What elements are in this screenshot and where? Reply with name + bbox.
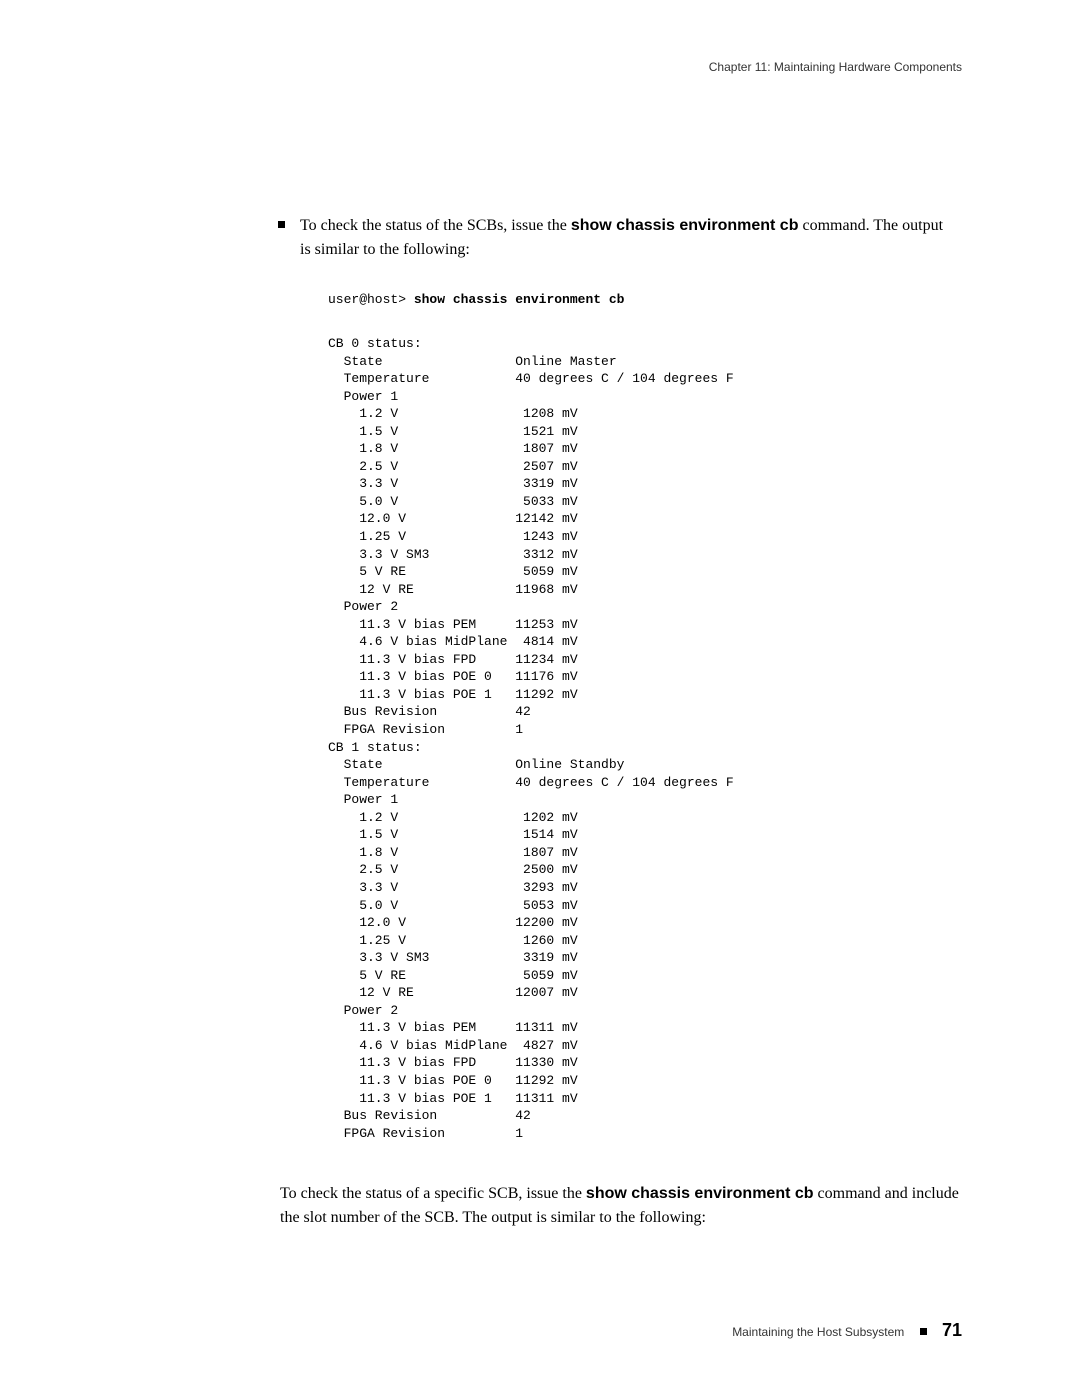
bullet-icon (278, 221, 285, 228)
closing-text-pre: To check the status of a specific SCB, i… (280, 1185, 586, 1202)
closing-paragraph: To check the status of a specific SCB, i… (280, 1182, 980, 1230)
footer-square-icon (920, 1328, 927, 1335)
command-text: show chassis environment cb (414, 292, 625, 307)
footer-page-number: 71 (942, 1320, 962, 1340)
terminal-output: CB 0 status: State Online Master Tempera… (328, 335, 980, 1142)
closing-command: show chassis environment cb (586, 1185, 814, 1202)
bullet-paragraph: To check the status of the SCBs, issue t… (300, 214, 980, 262)
command-line: user@host> show chassis environment cb (328, 292, 980, 307)
footer-section: Maintaining the Host Subsystem (732, 1325, 904, 1339)
bullet-command: show chassis environment cb (571, 217, 799, 234)
page-footer: Maintaining the Host Subsystem 71 (732, 1320, 962, 1341)
page-header: Chapter 11: Maintaining Hardware Compone… (100, 60, 980, 74)
command-prompt: user@host> (328, 292, 414, 307)
bullet-text-pre: To check the status of the SCBs, issue t… (300, 217, 571, 234)
